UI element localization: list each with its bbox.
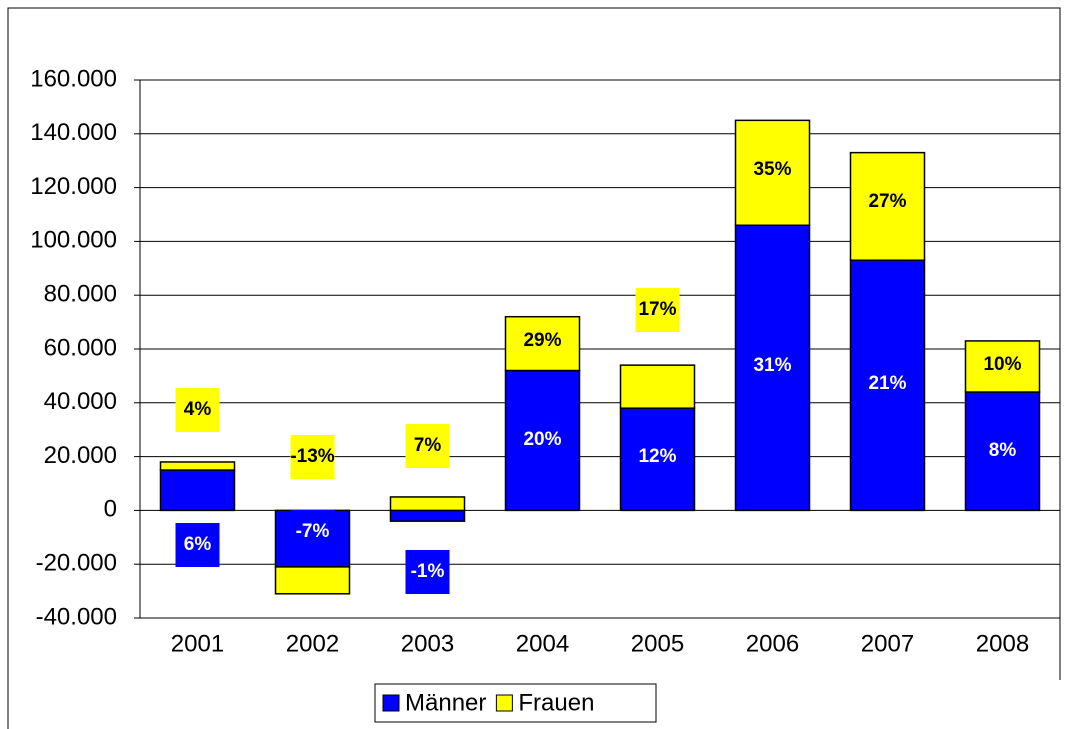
x-tick-label: 2001 — [171, 630, 224, 657]
data-label-bg — [520, 319, 565, 363]
data-label-bg — [865, 180, 910, 224]
data-label-bg — [405, 424, 450, 468]
x-tick-label: 2006 — [746, 630, 799, 657]
data-label: 17% — [638, 299, 676, 320]
y-tick-label: 0 — [104, 496, 117, 523]
x-tick-label: 2004 — [516, 630, 569, 657]
bar-segment — [274, 566, 351, 595]
y-tick-label: -20.000 — [36, 550, 117, 577]
y-tick-label: 80.000 — [44, 281, 117, 308]
x-tick-label: 2002 — [286, 630, 339, 657]
data-label-bg — [865, 362, 910, 406]
data-label-bg — [520, 418, 565, 462]
y-tick-label: 60.000 — [44, 334, 117, 361]
data-label: 29% — [523, 330, 561, 351]
data-label: 27% — [868, 191, 906, 212]
data-label: 12% — [638, 446, 676, 467]
y-tick-label: 160.000 — [30, 65, 117, 92]
legend-label: Frauen — [518, 689, 594, 716]
data-label-bg — [635, 435, 680, 479]
y-tick-label: 140.000 — [30, 119, 117, 146]
data-label-bg — [290, 435, 335, 479]
y-tick-label: 40.000 — [44, 388, 117, 415]
y-tick-label: 100.000 — [30, 227, 117, 254]
data-label: 6% — [184, 534, 212, 555]
data-label-bg — [405, 550, 450, 594]
y-tick-label: -40.000 — [36, 603, 117, 630]
legend-box — [374, 683, 657, 723]
chart-frame — [7, 7, 1061, 729]
data-label: 4% — [184, 399, 212, 420]
data-label: 21% — [868, 373, 906, 394]
x-tick-label: 2005 — [631, 630, 684, 657]
data-label: 10% — [983, 354, 1021, 375]
bar-segment — [389, 496, 466, 512]
data-label: 8% — [989, 440, 1017, 461]
data-label: 31% — [753, 355, 791, 376]
legend-swatch — [382, 694, 400, 712]
x-tick-label: 2007 — [861, 630, 914, 657]
data-label: 20% — [523, 429, 561, 450]
data-label: -7% — [296, 521, 330, 542]
data-label: 35% — [753, 159, 791, 180]
data-label-bg — [750, 148, 795, 192]
y-tick-label: 20.000 — [44, 442, 117, 469]
bar-segment — [619, 364, 696, 409]
data-label-bg — [750, 344, 795, 388]
data-label-bg — [290, 510, 335, 554]
data-label-bg — [175, 388, 220, 432]
legend-label: Männer — [405, 689, 486, 716]
y-tick-label: 120.000 — [30, 173, 117, 200]
x-tick-label: 2008 — [976, 630, 1029, 657]
data-label-bg — [175, 523, 220, 567]
bar-segment — [159, 469, 236, 512]
data-label: 7% — [414, 435, 442, 456]
data-label-bg — [635, 288, 680, 332]
legend-swatch — [495, 694, 513, 712]
bar-segment — [389, 509, 466, 522]
data-label-bg — [980, 429, 1025, 473]
bar-segment — [159, 461, 236, 471]
data-label-bg — [980, 343, 1025, 387]
data-label: -1% — [411, 561, 445, 582]
x-tick-label: 2003 — [401, 630, 454, 657]
data-label: -13% — [290, 446, 334, 467]
